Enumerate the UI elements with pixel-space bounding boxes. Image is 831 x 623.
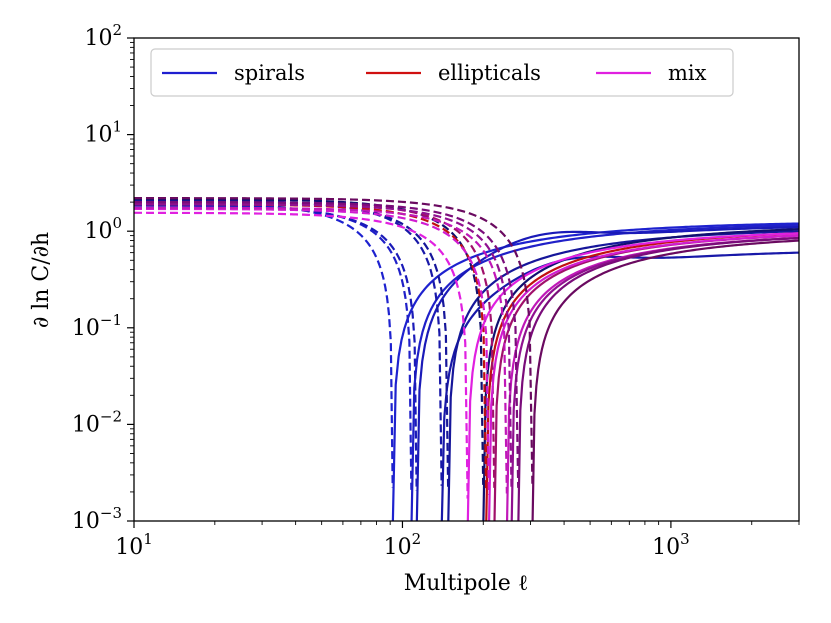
legend: spirals ellipticals mix <box>150 48 734 97</box>
legend-label-spirals: spirals <box>234 61 305 85</box>
series-line-mix-dashed <box>134 211 469 499</box>
series-line-mix-dashed <box>134 203 513 491</box>
x-tick-label: 102 <box>384 530 422 560</box>
series-line-mix-solid <box>531 239 799 521</box>
plot-frame <box>133 37 800 522</box>
series-line-spirals-dashed <box>134 203 413 490</box>
x-tick-label: 101 <box>115 530 153 560</box>
legend-box <box>150 48 734 97</box>
y-axis-title: ∂ ln C/∂h <box>29 232 54 328</box>
x-axis-title: Multipole ℓ <box>404 571 529 596</box>
series-line-mix-dashed <box>134 197 534 484</box>
series-line-spirals-solid <box>410 224 799 521</box>
series-line-mix-solid <box>505 236 799 521</box>
curves-layer <box>134 197 799 521</box>
series-line-mix-dashed <box>134 206 508 494</box>
x-tick-label: 103 <box>652 530 690 560</box>
series-line-spirals-dashed <box>134 204 418 492</box>
series-line-ellipticals-solid <box>493 234 799 521</box>
y-tick-label: 101 <box>84 118 122 148</box>
series-line-mix-dashed <box>134 207 490 495</box>
y-tick-label: 100 <box>84 214 122 244</box>
series-line-mix-solid <box>488 234 799 521</box>
y-tick-label: 102 <box>84 21 122 51</box>
ticks-layer: 101 102 103 10−3 10−2 10−1 100 101 102 <box>72 21 800 560</box>
series-line-mix-solid <box>510 236 799 521</box>
legend-label-mix: mix <box>668 61 707 85</box>
series-line-spirals-solid <box>482 228 799 521</box>
series-line-ellipticals-dashed <box>134 203 488 491</box>
series-line-spirals-solid <box>447 230 799 521</box>
series-line-mix-dashed <box>134 201 520 488</box>
legend-label-ellipticals: ellipticals <box>438 61 541 85</box>
y-tick-label: 10−1 <box>72 311 122 341</box>
y-tick-label: 10−2 <box>72 407 122 437</box>
series-line-spirals-dashed <box>134 201 394 488</box>
y-tick-label: 10−3 <box>72 504 122 534</box>
series-line-mix-solid <box>517 236 799 521</box>
